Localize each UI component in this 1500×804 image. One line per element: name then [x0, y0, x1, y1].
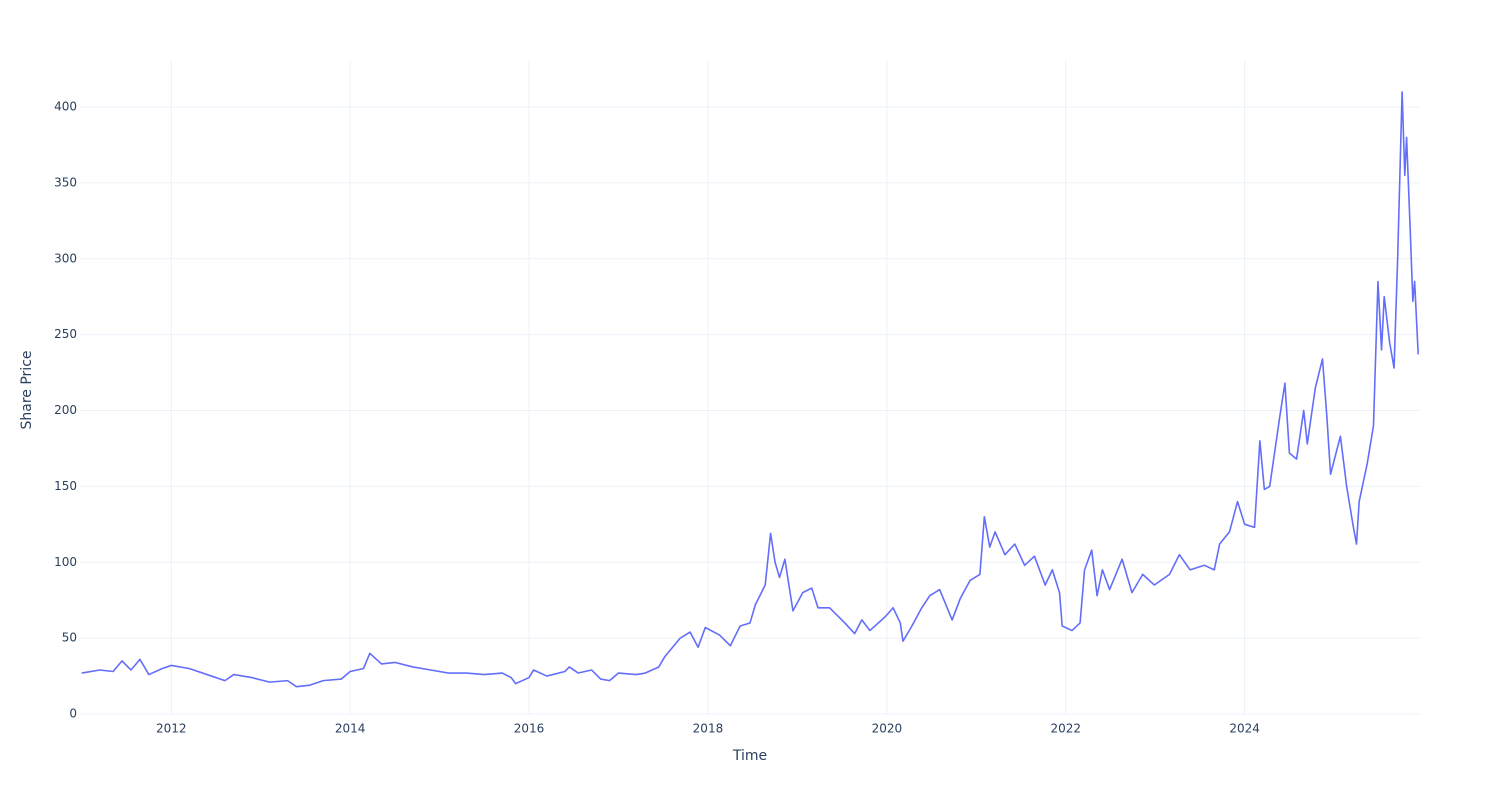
y-tick-label: 150 [54, 479, 77, 493]
x-axis-title: Time [732, 748, 767, 764]
x-tick-label: 2024 [1229, 722, 1260, 736]
x-tick-label: 2012 [156, 722, 187, 736]
y-tick-label: 300 [54, 251, 77, 265]
y-tick-label: 50 [62, 631, 77, 645]
y-tick-label: 350 [54, 175, 77, 189]
price-line [81, 91, 1420, 688]
x-tick-label: 2018 [693, 722, 724, 736]
y-axis-title: Share Price [19, 350, 35, 429]
y-tick-label: 0 [69, 707, 77, 721]
y-tick-label: 100 [54, 555, 77, 569]
x-tick-label: 2020 [872, 722, 903, 736]
x-tick-label: 2014 [335, 722, 366, 736]
y-tick-label: 200 [54, 403, 77, 417]
y-tick-label: 250 [54, 327, 77, 341]
y-tick-label: 400 [54, 100, 77, 114]
x-tick-label: 2022 [1050, 722, 1081, 736]
x-tick-label: 2016 [514, 722, 545, 736]
